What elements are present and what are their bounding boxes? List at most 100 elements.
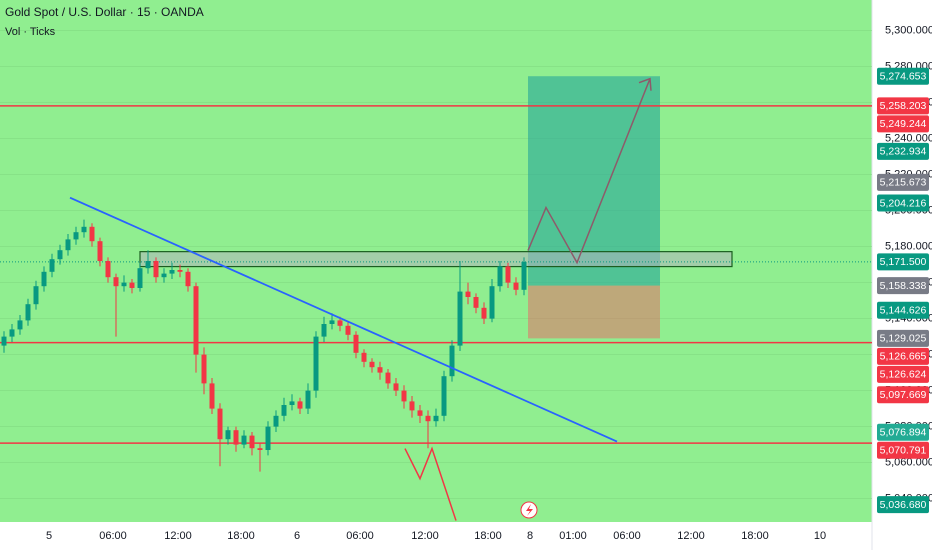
candle-body — [417, 410, 423, 416]
price-badge: 5,171.500 — [877, 253, 929, 271]
candle-body — [137, 268, 143, 288]
price-badge-label: 5,129.025 — [880, 333, 927, 345]
candle-body — [353, 334, 359, 353]
candle-body — [321, 324, 327, 337]
candle-body — [161, 273, 167, 278]
price-badge-label: 5,215.673 — [880, 177, 927, 189]
candle-body — [449, 345, 455, 377]
candle-body — [425, 415, 431, 422]
price-badge-label: 5,258.203 — [880, 100, 927, 112]
candle-body — [369, 361, 375, 368]
candle-body — [361, 352, 367, 362]
candle-body — [481, 307, 487, 319]
price-badge-bg — [877, 173, 929, 191]
candle-body — [65, 239, 71, 251]
event-bolt — [526, 504, 533, 516]
price-badge-bg — [877, 301, 929, 319]
price-badge-bg — [877, 277, 929, 295]
candle-body — [409, 401, 415, 411]
price-badge: 5,258.203 — [877, 97, 929, 115]
price-badge-bg — [877, 329, 929, 347]
target-zone — [528, 76, 660, 286]
candle-body — [313, 336, 319, 391]
candle-body — [193, 286, 199, 355]
projection-arrowhead — [638, 77, 652, 91]
x-tick-label: 5 — [46, 530, 52, 542]
chart-subtitle: Vol · Ticks — [5, 26, 56, 38]
price-badge-label: 5,274.653 — [880, 71, 927, 83]
candle-body — [89, 226, 95, 242]
candle-body — [25, 304, 31, 321]
candle-body — [57, 250, 63, 260]
candle-body — [73, 232, 79, 240]
candle-body — [33, 286, 39, 305]
candle-body — [489, 286, 495, 319]
x-tick-label: 12:00 — [164, 530, 192, 542]
price-badge-label: 5,097.669 — [880, 389, 927, 401]
candle-body — [377, 367, 383, 373]
price-badge: 5,036.680 — [877, 496, 929, 514]
price-badge-bg — [877, 194, 929, 212]
price-badge-bg — [877, 386, 929, 404]
chart-title: Gold Spot / U.S. Dollar · 15 · OANDA — [5, 5, 204, 19]
candle-body — [345, 325, 351, 335]
y-tick-label: 5,060.000 — [885, 457, 932, 469]
price-badge-bg — [877, 441, 929, 459]
price-badge: 5,070.791 — [877, 441, 929, 459]
candle-body — [209, 383, 215, 409]
x-tick-label: 18:00 — [227, 530, 255, 542]
candle-body — [153, 261, 159, 278]
price-badge-bg — [877, 67, 929, 85]
stop-zone — [528, 285, 660, 339]
candle-body — [473, 297, 479, 308]
price-badge: 5,204.216 — [877, 194, 929, 212]
candle-body — [441, 376, 447, 416]
candle-body — [401, 390, 407, 402]
price-badge: 5,158.338 — [877, 277, 929, 295]
projection-up — [527, 78, 651, 265]
resistance-zone — [139, 251, 733, 268]
candle-body — [457, 291, 463, 346]
candle-body — [273, 415, 279, 427]
price-badge: 5,144.626 — [877, 301, 929, 319]
price-badge-bg — [877, 97, 929, 115]
candle-body — [265, 426, 271, 450]
candle-body — [9, 329, 15, 337]
price-badge: 5,249.244 — [877, 115, 929, 133]
price-badge-bg — [877, 423, 929, 441]
price-badge-bg — [877, 253, 929, 271]
trend-line — [69, 196, 618, 443]
candle-body — [233, 430, 239, 445]
price-badge-bg — [877, 115, 929, 133]
candle-body — [17, 320, 23, 330]
candle-body — [497, 266, 503, 287]
candle-body — [337, 320, 343, 326]
candle-body — [433, 415, 439, 422]
candle-body — [145, 261, 151, 269]
candle-body — [393, 383, 399, 391]
price-badge-bg — [877, 365, 929, 383]
price-badge-label: 5,036.680 — [880, 499, 927, 511]
candle-body — [185, 271, 191, 287]
price-badge: 5,129.025 — [877, 329, 929, 347]
price-badge-label: 5,076.894 — [880, 426, 927, 438]
price-badge-label: 5,144.626 — [880, 305, 927, 317]
candle-body — [97, 241, 103, 261]
price-badge-label: 5,126.665 — [880, 351, 927, 363]
candle-body — [297, 401, 303, 409]
candle-body — [105, 261, 111, 278]
x-tick-label: 6 — [294, 530, 300, 542]
x-tick-label: 12:00 — [677, 530, 705, 542]
price-badge-label: 5,171.500 — [880, 256, 927, 268]
price-badge-label: 5,204.216 — [880, 197, 927, 209]
price-badge: 5,232.934 — [877, 142, 929, 160]
candle-body — [121, 282, 127, 287]
y-tick-label: 5,240.000 — [885, 133, 932, 145]
price-badge: 5,215.673 — [877, 173, 929, 191]
price-badge-bg — [877, 347, 929, 365]
candle-body — [81, 226, 87, 233]
price-badge-label: 5,232.934 — [880, 146, 927, 158]
price-badge: 5,274.653 — [877, 67, 929, 85]
price-badge-bg — [877, 496, 929, 514]
